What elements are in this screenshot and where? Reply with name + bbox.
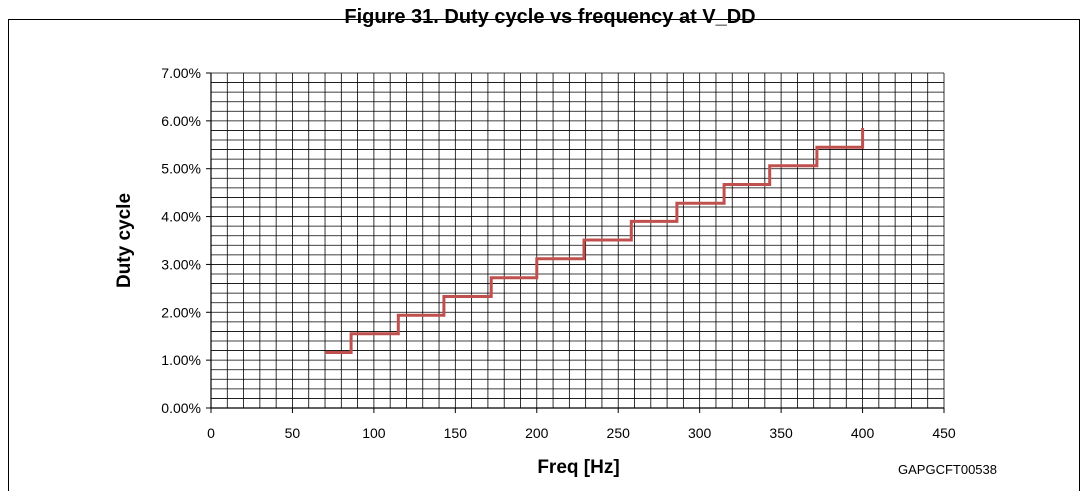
series-group <box>325 128 865 354</box>
grid-lines <box>210 72 945 409</box>
figure-frame: Figure 31. Duty cycle vs frequency at V_… <box>8 6 1080 491</box>
axes <box>206 72 945 413</box>
x-tick-label: 0 <box>207 425 215 441</box>
y-tick-label: 4.00% <box>161 209 201 225</box>
y-tick-label: 3.00% <box>161 256 201 272</box>
y-tick-label: 7.00% <box>161 65 201 81</box>
y-tick-label: 5.00% <box>161 161 201 177</box>
x-axis-label: Freq [Hz] <box>537 457 619 478</box>
y-tick-label: 2.00% <box>161 304 201 320</box>
y-tick-label: 1.00% <box>161 352 201 368</box>
x-tick-label: 400 <box>851 425 875 441</box>
figure-caption: Figure 31. Duty cycle vs frequency at V_… <box>344 6 756 28</box>
x-tick-label: 250 <box>607 425 631 441</box>
y-tick-labels: 0.00% 1.00% 2.00% 3.00% 4.00% 5.00% 6.00% 7.00% <box>161 65 201 416</box>
x-tick-labels: 0 50 100 150 200 250 300 350 400 450 <box>207 425 956 441</box>
x-tick-label: 300 <box>688 425 712 441</box>
x-tick-label: 450 <box>932 425 956 441</box>
x-tick-label: 100 <box>362 425 386 441</box>
x-tick-label: 350 <box>769 425 793 441</box>
x-tick-label: 150 <box>444 425 468 441</box>
y-tick-label: 0.00% <box>161 400 201 416</box>
figure-code: GAPGCFT00538 <box>898 462 997 477</box>
y-axis-label: Duty cycle <box>114 193 135 288</box>
x-tick-label: 50 <box>285 425 301 441</box>
duty-cycle-series-line <box>325 128 865 354</box>
x-tick-label: 200 <box>525 425 549 441</box>
y-tick-label: 6.00% <box>161 113 201 129</box>
